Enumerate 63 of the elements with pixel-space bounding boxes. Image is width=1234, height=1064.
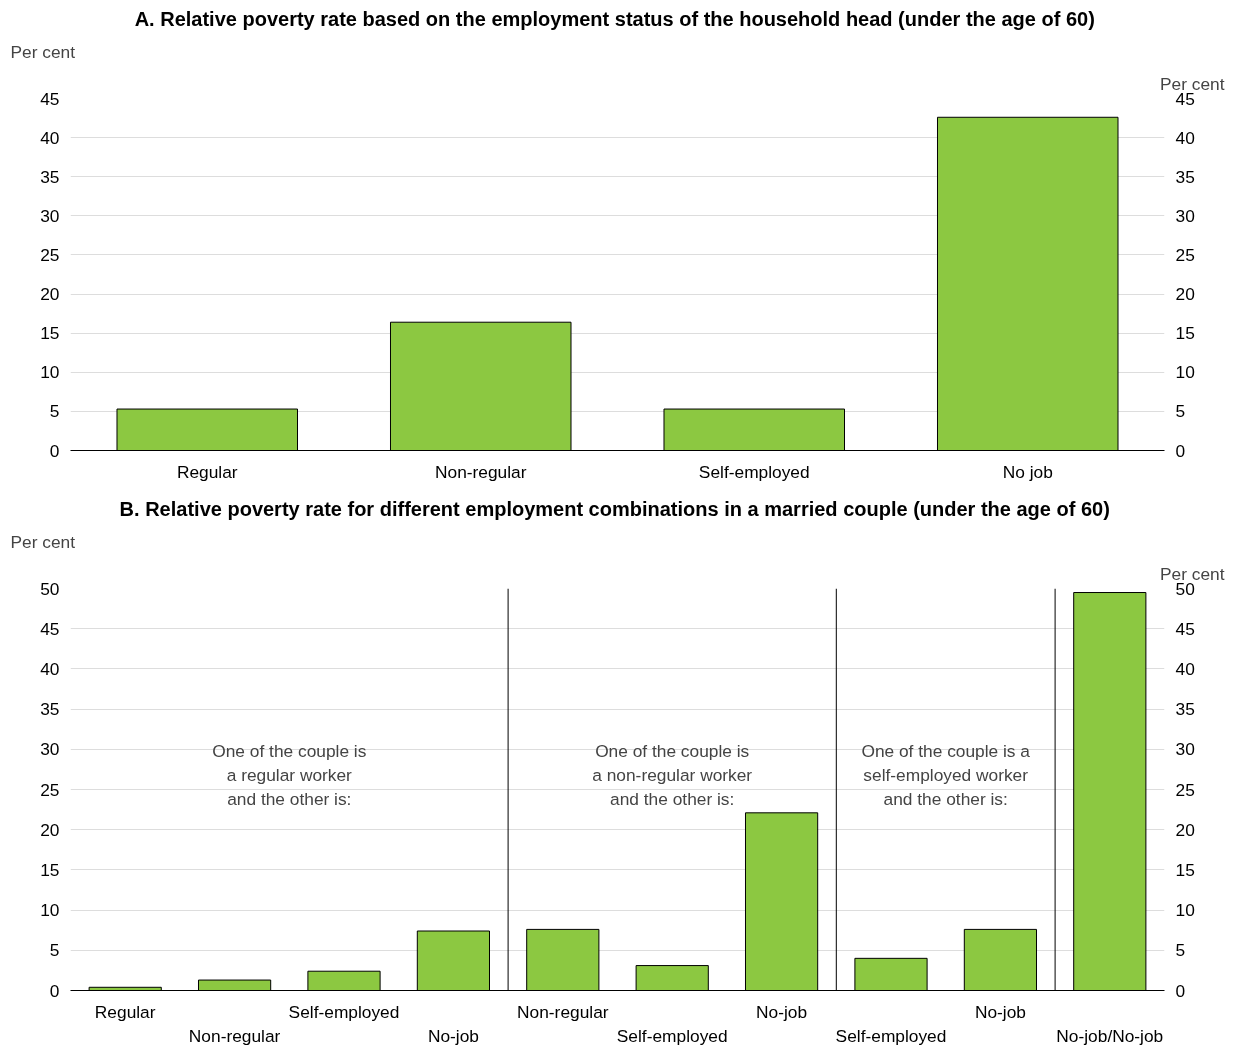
y-tick-label: 20 xyxy=(40,819,60,840)
y-axis-title: Per cent xyxy=(10,531,76,552)
y-tick-label: 20 xyxy=(40,284,60,305)
y2-tick-label: 20 xyxy=(1175,284,1195,305)
y-axis-title: Per cent xyxy=(10,41,76,62)
y-tick-label: 5 xyxy=(49,940,60,961)
y2-tick-label: 10 xyxy=(1175,362,1195,383)
y-tick-label: 40 xyxy=(40,127,60,148)
y2-tick-label: 35 xyxy=(1175,699,1195,720)
y2-tick-label: 5 xyxy=(1175,401,1186,422)
y2-tick-label: 25 xyxy=(1175,779,1195,800)
y-tick-label: 35 xyxy=(40,166,60,187)
x-tick-label: No-job xyxy=(974,1001,1026,1022)
y2-tick-label: 30 xyxy=(1175,739,1195,760)
y2-tick-label: 0 xyxy=(1175,980,1186,1001)
y2-tick-label: 45 xyxy=(1175,618,1195,639)
y2-axis-title: Per cent xyxy=(1159,563,1225,584)
y-tick-label: 15 xyxy=(40,323,60,344)
annotation: One of the couple is a regular worker and the other is: xyxy=(212,741,367,810)
x-tick-label: Non-regular xyxy=(435,461,527,482)
y2-tick-label: 10 xyxy=(1175,900,1195,921)
y2-tick-label: 15 xyxy=(1175,323,1195,344)
y-tick-label: 0 xyxy=(49,980,60,1001)
y2-tick-label: 40 xyxy=(1175,127,1195,148)
y-tick-label: 15 xyxy=(40,859,60,880)
annotation: One of the couple is a self-employed worker and the other is: xyxy=(861,741,1031,810)
y-tick-label: 25 xyxy=(40,244,60,265)
y-tick-label: 25 xyxy=(40,779,60,800)
x-tick-label: Non-regular xyxy=(188,1025,281,1046)
annotation: One of the couple is a non-regular worker and the other is: xyxy=(592,741,753,810)
y2-axis-title: Per cent xyxy=(1159,73,1225,94)
y2-tick-label: 35 xyxy=(1175,166,1195,187)
x-tick-label: Self-employed xyxy=(288,1001,400,1022)
x-tick-label: No-job/No-job xyxy=(1056,1025,1164,1046)
x-tick-label: Regular xyxy=(94,1001,156,1022)
x-tick-label: Non-regular xyxy=(517,1001,609,1022)
y2-tick-label: 15 xyxy=(1175,859,1195,880)
x-tick-label: No job xyxy=(1002,461,1053,482)
x-tick-label: No-job xyxy=(427,1025,479,1046)
chart-title: B. Relative poverty rate for different employment combinations in a married couple (under the age of 60) xyxy=(119,497,1110,520)
y-tick-label: 30 xyxy=(40,739,60,760)
y-tick-label: 45 xyxy=(40,618,60,639)
y-tick-label: 0 xyxy=(49,440,60,461)
y2-tick-label: 20 xyxy=(1175,819,1195,840)
y2-tick-label: 40 xyxy=(1175,658,1195,679)
x-tick-label: Regular xyxy=(176,461,238,482)
y-tick-label: 50 xyxy=(40,578,60,599)
y-tick-label: 10 xyxy=(40,900,60,921)
y-tick-label: 45 xyxy=(40,88,60,109)
chart-title: A. Relative poverty rate based on the employment status of the household head (under the age of 60) xyxy=(134,7,1095,30)
y2-tick-label: 25 xyxy=(1175,244,1195,265)
y-tick-label: 5 xyxy=(49,401,60,422)
y-tick-label: 35 xyxy=(40,699,60,720)
y2-tick-label: 5 xyxy=(1175,940,1186,961)
y-tick-label: 30 xyxy=(40,205,60,226)
x-tick-label: Self-employed xyxy=(835,1025,947,1046)
y-tick-label: 40 xyxy=(40,658,60,679)
y2-tick-label: 30 xyxy=(1175,205,1195,226)
x-tick-label: Self-employed xyxy=(698,461,810,482)
x-tick-label: No-job xyxy=(756,1001,808,1022)
y2-tick-label: 0 xyxy=(1175,440,1186,461)
y-tick-label: 10 xyxy=(40,362,60,383)
x-tick-label: Self-employed xyxy=(616,1025,728,1046)
